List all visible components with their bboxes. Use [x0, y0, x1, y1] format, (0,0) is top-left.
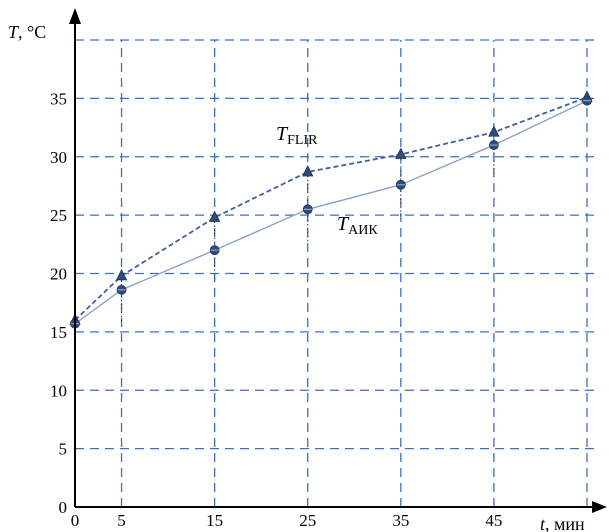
- series-label-aik-sub: АИК: [348, 223, 378, 238]
- data-point-triangle: [395, 147, 407, 159]
- y-tick-label: 15: [50, 323, 67, 342]
- series-label-flir-var: T: [276, 123, 289, 145]
- y-tick-label: 25: [50, 206, 67, 225]
- y-axis-title: T, °C: [8, 22, 46, 42]
- y-axis-unit: , °C: [18, 22, 46, 42]
- y-axis-arrow: [69, 8, 81, 24]
- x-tick-label: 15: [206, 511, 223, 530]
- y-axis-var: T: [8, 22, 20, 42]
- x-tick-label: 5: [117, 511, 126, 530]
- y-tick-label: 5: [59, 440, 68, 459]
- axes: [69, 8, 607, 513]
- data-point-triangle: [208, 210, 221, 222]
- data-point-triangle: [488, 125, 500, 137]
- series-group: [69, 90, 593, 329]
- y-tick-label: 0: [59, 498, 68, 517]
- data-point-triangle: [115, 268, 128, 281]
- x-tick-label: 25: [299, 511, 316, 530]
- y-tick-label: 30: [50, 148, 67, 167]
- x-axis-title: t, мин: [540, 514, 585, 532]
- grid: [75, 39, 597, 507]
- x-axis-unit: , мин: [545, 514, 585, 532]
- y-tick-label: 35: [50, 89, 67, 108]
- x-tick-label: 35: [392, 511, 409, 530]
- series-label-flir-sub: FLIR: [287, 133, 318, 148]
- series-line-flir: [74, 96, 588, 321]
- series-label-aik-var: T: [337, 213, 350, 235]
- x-tick-label: 45: [485, 511, 502, 530]
- data-point-triangle: [302, 165, 314, 177]
- y-tick-label: 10: [50, 381, 67, 400]
- series-line-аик: [74, 100, 588, 325]
- series-label-flir: TFLIR: [276, 123, 318, 148]
- x-axis-var: t: [540, 514, 546, 532]
- x-axis-arrow: [592, 501, 607, 513]
- y-tick-label: 20: [50, 265, 67, 284]
- tick-labels: 0 5 15 25 35 45 0 5 10 15 20 25 30 35: [50, 89, 502, 530]
- series-label-aik: TАИК: [337, 213, 378, 238]
- x-tick-label: 0: [71, 511, 80, 530]
